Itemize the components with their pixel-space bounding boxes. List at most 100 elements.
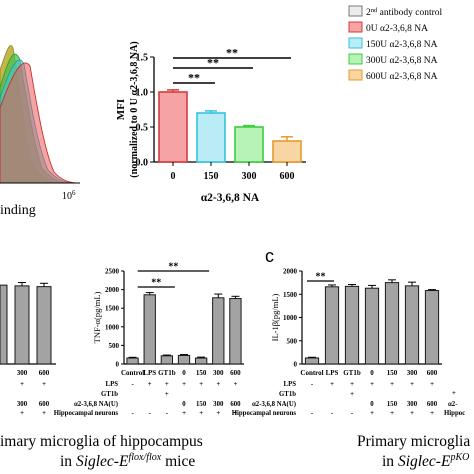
il1b-condition-value: + xyxy=(410,381,414,388)
tnf-condition-value: + xyxy=(216,410,220,417)
mfi-bar xyxy=(272,140,302,163)
histogram-red xyxy=(0,62,81,184)
il1b-x-tick-label: Control xyxy=(300,369,323,377)
il1b-condition-value: + xyxy=(390,410,394,417)
il1b-condition-value: + xyxy=(390,381,394,388)
caption-left-line1: imary microglia of hippocampus xyxy=(0,433,203,450)
tnf-condition-value: - xyxy=(166,410,169,417)
tnf-condition-value: 0 xyxy=(182,401,186,408)
tnf-x-tick-label: 0 xyxy=(182,369,186,377)
il1b-y-tick-label: 500 xyxy=(287,337,298,345)
left-partial-condition-value: + xyxy=(20,410,24,417)
il1b-condition-value: + xyxy=(430,381,434,388)
tnf-x-tick-label: GT1b xyxy=(158,369,176,377)
tnf-condition-value: + xyxy=(199,410,203,417)
mfi-y-tick-label: 1.5 xyxy=(136,53,149,64)
il1b-bar xyxy=(304,357,320,365)
left-partial-bar xyxy=(0,284,8,365)
tnf-condition-value: + xyxy=(216,381,220,388)
tnf-x-tick-label: 150 xyxy=(196,369,207,377)
tnf-bar xyxy=(229,298,242,365)
tnf-condition-value: + xyxy=(182,410,186,417)
il1b-condition-value: 0 xyxy=(370,401,374,408)
il1b-condition-value: - xyxy=(311,410,314,417)
il1b-x-tick-label: GT1b xyxy=(343,369,361,377)
left-partial-condition-value: + xyxy=(42,381,46,388)
caption-left: imary microglia of hippocampus in Siglec… xyxy=(0,433,203,470)
mfi-significance-label: ** xyxy=(207,56,219,70)
il1b-x-tick-label: 300 xyxy=(407,369,418,377)
tnf-bar xyxy=(126,357,139,365)
il1b-condition-value: 150 xyxy=(387,401,398,408)
mfi-bar xyxy=(158,91,188,163)
tnf-bar xyxy=(177,354,191,365)
il1b-cutoff-symbol: α2- xyxy=(448,401,458,408)
tnf-condition-value: 600 xyxy=(230,401,241,408)
tnf-bar xyxy=(143,294,156,365)
il1b-condition-label: α2-3,6,8 NA(U) xyxy=(252,401,296,408)
tnf-condition-value: + xyxy=(233,410,237,417)
il1b-condition-value: 600 xyxy=(427,401,438,408)
il1b-condition-value: - xyxy=(311,381,314,388)
legend-swatch xyxy=(348,5,363,17)
il1b-y-tick-label: 1000 xyxy=(283,314,298,322)
tnf-y-tick-label: 500 xyxy=(109,342,120,350)
legend-swatch xyxy=(348,53,363,65)
mfi-bar xyxy=(234,126,264,163)
il1b-bar xyxy=(364,287,380,365)
legend-swatch xyxy=(348,69,363,81)
histogram-x-label: inding xyxy=(0,203,36,218)
mfi-x-tick-label: 600 xyxy=(280,171,295,182)
il1b-condition-value: + xyxy=(410,410,414,417)
left-partial-x-tick-label: 300 xyxy=(17,369,28,377)
tnf-condition-value: + xyxy=(233,381,237,388)
caption-right-line1: Primary microglia o xyxy=(357,433,474,450)
legend-label: 600U α2-3,6,8 NA xyxy=(366,72,438,82)
tnf-x-tick-label: Control xyxy=(121,369,144,377)
tnf-y-label: TNF-α(pg/mL) xyxy=(92,291,102,343)
il1b-y-label: IL-1β(pg/mL) xyxy=(270,293,280,341)
il1b-condition-value: + xyxy=(370,381,374,388)
il1b-condition-value: + xyxy=(350,391,354,398)
il1b-significance-label: ** xyxy=(316,272,326,283)
il1b-bar xyxy=(324,286,340,365)
caption-right-line2: in Siglec-EpKO xyxy=(382,452,469,470)
il1b-bar xyxy=(424,290,440,365)
il1b-bar xyxy=(384,282,400,365)
left-partial-condition-value: + xyxy=(20,381,24,388)
il1b-condition-value: + xyxy=(370,410,374,417)
il1b-bar xyxy=(404,285,420,365)
tnf-condition-label: LPS xyxy=(106,381,119,388)
il1b-x-tick-label: 0 xyxy=(370,369,374,377)
il1b-condition-value: 300 xyxy=(407,401,418,408)
mfi-y-label-line1: MFI xyxy=(115,99,127,120)
left-partial-bar xyxy=(14,285,30,365)
tnf-bar xyxy=(194,357,208,365)
mfi-significance-label: ** xyxy=(188,71,200,85)
tnf-y-tick-label: 2000 xyxy=(105,286,120,294)
tnf-condition-value: + xyxy=(148,381,152,388)
il1b-bar xyxy=(344,285,360,365)
mfi-significance-label: ** xyxy=(226,46,238,60)
il1b-condition-label: GT1b xyxy=(279,391,296,398)
mfi-x-tick-label: 150 xyxy=(204,171,219,182)
tnf-significance-label: ** xyxy=(151,278,161,289)
mfi-x-tick-label: 300 xyxy=(242,171,257,182)
tnf-condition-value: + xyxy=(165,391,169,398)
tnf-bar xyxy=(160,355,174,365)
left-partial-condition-value: + xyxy=(42,410,46,417)
legend-swatch xyxy=(348,21,363,33)
tnf-condition-label: α2-3,6,8 NA(U) xyxy=(74,401,118,408)
il1b-cutoff-symbol: + xyxy=(452,390,456,397)
caption-left-line2: in Siglec-Eflox/flox mice xyxy=(60,452,195,470)
mfi-chart: 0.0 0.5 1.0 1.5 0 150 300 600 α2-3,6,8 NA MFI (nor… xyxy=(115,41,306,204)
il1b-condition-value: - xyxy=(351,410,354,417)
il1b-y-tick-label: 1500 xyxy=(283,291,298,299)
tnf-significance-label: ** xyxy=(168,262,178,273)
left-partial-condition-value: 300 xyxy=(17,401,28,408)
tnf-condition-label: GT1b xyxy=(101,391,118,398)
mfi-y-tick-label: 1.0 xyxy=(136,88,149,99)
tnf-condition-value: + xyxy=(182,381,186,388)
mfi-x-label: α2-3,6,8 NA xyxy=(201,192,260,204)
